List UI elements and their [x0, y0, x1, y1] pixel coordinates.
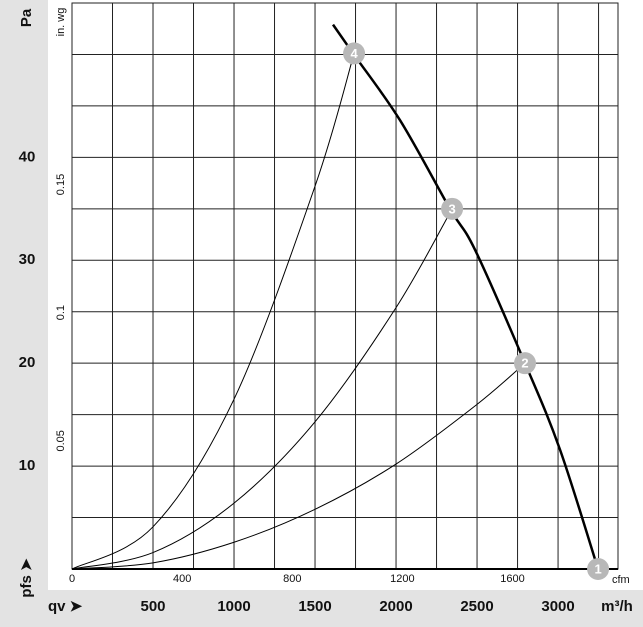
operating-point: [343, 42, 366, 65]
y-tick-label: 30: [19, 251, 36, 268]
y2-tick-label: 0.15: [55, 174, 67, 195]
x-tick-label: 1500: [298, 598, 331, 615]
system-curve: [71, 208, 453, 570]
x-tick-label: 3000: [541, 598, 574, 615]
y2-tick-label: 0.1: [55, 305, 67, 320]
y-tick-label: 10: [19, 457, 36, 474]
x-tick-label: 2500: [460, 598, 493, 615]
y2-tick-label: 0.05: [55, 430, 67, 451]
y-tick-label: 20: [19, 354, 36, 371]
y-axis-symbol: pfs ➤: [18, 558, 35, 598]
operating-point: [587, 558, 610, 580]
x2-tick-label: 0: [69, 573, 75, 585]
bottom-band: [0, 590, 643, 627]
x2-tick-label: 1200: [390, 573, 414, 585]
x-tick-label: 500: [140, 598, 165, 615]
operating-point-label: 3: [448, 201, 455, 216]
operating-point: [514, 352, 537, 375]
x2-tick-label: 1600: [500, 573, 524, 585]
x2-axis-label: cfm: [612, 574, 630, 586]
operating-point-label: 2: [521, 356, 528, 371]
x-axis-symbol: qv ➤: [48, 598, 83, 615]
x-axis-label: m³/h: [601, 598, 633, 615]
x2-tick-label: 800: [283, 573, 301, 585]
x-tick-label: 1000: [217, 598, 250, 615]
operating-point: [441, 197, 464, 220]
operating-point-label: 1: [594, 561, 601, 576]
fan-curve: [331, 23, 600, 570]
y-axis-label: Pa: [18, 8, 35, 27]
operating-point-label: 4: [350, 46, 358, 61]
y-tick-label: 40: [19, 148, 36, 165]
system-curve: [71, 53, 355, 570]
y2-axis-label: in. wg: [55, 8, 67, 37]
x-tick-label: 2000: [379, 598, 412, 615]
system-curve: [71, 362, 526, 570]
left-band: [0, 0, 48, 627]
x2-tick-label: 400: [173, 573, 191, 585]
